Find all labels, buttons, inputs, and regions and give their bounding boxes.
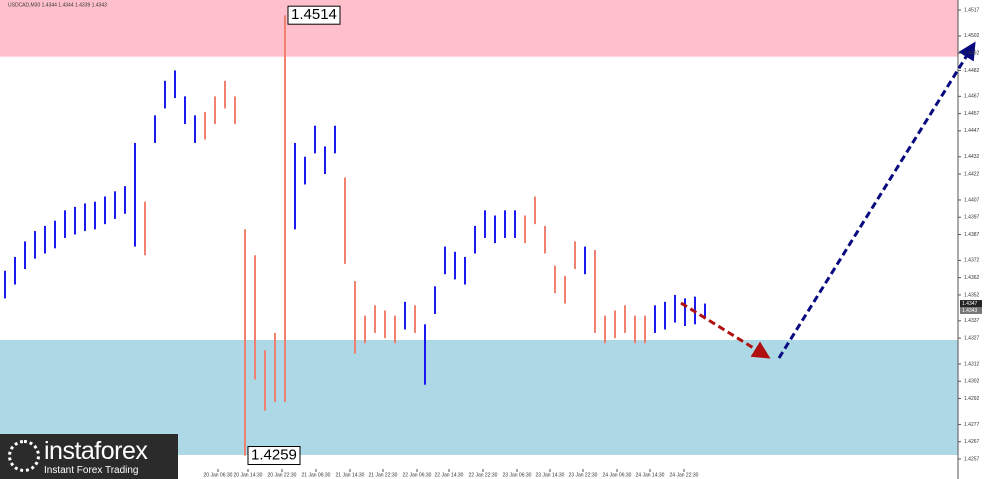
y-tick-label: 1.4492	[964, 51, 980, 57]
price-label-box	[960, 300, 982, 308]
x-tick-label: 24 Jan 14:30	[636, 472, 665, 478]
y-tick-label: 1.4312	[964, 361, 980, 367]
y-tick-label: 1.4502	[964, 33, 980, 39]
forecast-arrow-down	[680, 301, 771, 359]
logo: instaforex Instant Forex Trading	[0, 434, 178, 479]
y-tick-label: 1.4457	[964, 111, 980, 117]
y-tick-label: 1.4257	[964, 456, 980, 462]
chart-header: USDCAD,M30 1.4344 1.4344 1.4339 1.4343	[8, 2, 107, 8]
y-tick-label: 1.4292	[964, 396, 980, 402]
x-tick-label: 24 Jan 06:30	[603, 472, 632, 478]
y-tick-label: 1.4432	[964, 154, 980, 160]
y-tick-label: 1.4422	[964, 171, 980, 177]
x-tick-label: 22 Jan 06:30	[403, 472, 432, 478]
logo-icon	[8, 440, 40, 472]
x-tick-label: 22 Jan 14:30	[435, 472, 464, 478]
y-tick-label: 1.4482	[964, 68, 980, 74]
y-tick-label: 1.4387	[964, 232, 980, 238]
annotation-box	[247, 446, 301, 466]
price-label: 1.4347	[962, 301, 978, 307]
logo-tagline: Instant Forex Trading	[44, 465, 139, 476]
zones	[0, 0, 958, 455]
x-tick-label: 23 Jan 14:30	[536, 472, 565, 478]
y-tick-label: 1.4447	[964, 128, 980, 134]
annotation: 1.4514	[291, 6, 337, 23]
bars	[4, 15, 706, 456]
x-tick-label: 21 Jan 06:30	[302, 472, 331, 478]
logo-name: instaforex	[44, 437, 148, 465]
y-tick-label: 1.4302	[964, 379, 980, 385]
y-tick-label: 1.4397	[964, 215, 980, 221]
y-tick-label: 1.4372	[964, 258, 980, 264]
annotation: 1.4259	[251, 446, 297, 463]
x-tick-label: 20 Jan 06:30	[204, 472, 233, 478]
x-tick-label: 21 Jan 22:30	[369, 472, 398, 478]
y-tick-label: 1.4277	[964, 422, 980, 428]
y-tick-label: 1.4352	[964, 292, 980, 298]
x-tick-label: 21 Jan 14:30	[336, 472, 365, 478]
x-tick-label: 23 Jan 22:30	[569, 472, 598, 478]
x-tick-label: 23 Jan 06:30	[503, 472, 532, 478]
y-tick-label: 1.4407	[964, 197, 980, 203]
x-tick-label: 20 Jan 22:30	[268, 472, 297, 478]
y-tick-label: 1.4327	[964, 335, 980, 341]
annotation-box	[287, 5, 341, 25]
forecast-arrow-up	[777, 41, 976, 359]
y-tick-label: 1.4467	[964, 94, 980, 100]
price-label: 1.4343	[962, 308, 978, 314]
y-tick-label: 1.4362	[964, 275, 980, 281]
zone	[0, 0, 958, 57]
x-tick-label: 20 Jan 14:30	[234, 472, 263, 478]
x-tick-label: 22 Jan 22:30	[469, 472, 498, 478]
x-tick-label: 24 Jan 22:30	[670, 472, 699, 478]
y-tick-label: 1.4267	[964, 439, 980, 445]
y-tick-label: 1.4517	[964, 7, 980, 13]
price-label-box	[960, 306, 982, 314]
y-tick-label: 1.4337	[964, 318, 980, 324]
